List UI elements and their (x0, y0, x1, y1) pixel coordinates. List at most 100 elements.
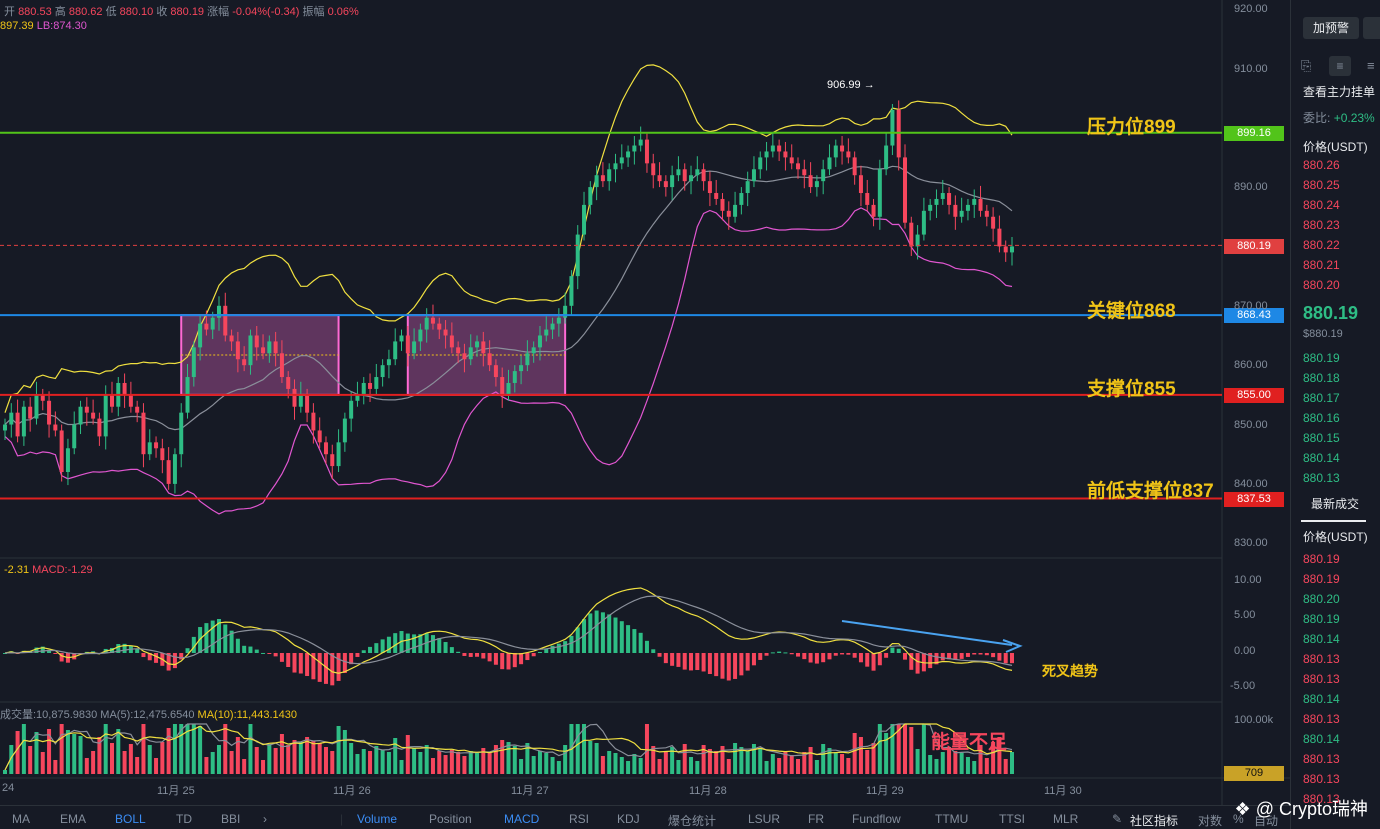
candle-body (72, 424, 77, 449)
latest-trades-title[interactable]: 最新成交 (1311, 497, 1360, 511)
volume-ma10: MA(10):11,443.1430 (197, 709, 298, 721)
volume-value: 成交量:10,875.9830 (0, 709, 98, 721)
bid-price[interactable]: 880.14 (1303, 451, 1340, 465)
volume-bar (374, 746, 379, 774)
indicator-volume[interactable]: Volume (357, 812, 398, 826)
ask-price[interactable]: 880.23 (1303, 218, 1340, 232)
indicator-fundflow[interactable]: Fundflow (852, 812, 901, 826)
volume-bar (261, 760, 266, 774)
layout-bids-icon[interactable]: ≡ (1329, 56, 1351, 76)
volume-bar (575, 724, 580, 774)
bid-price[interactable]: 880.16 (1303, 411, 1340, 425)
layout-both-icon[interactable]: ⎘ (1301, 58, 1312, 73)
ask-price[interactable]: 880.26 (1303, 158, 1340, 172)
macd-histogram-bar (273, 653, 278, 657)
indicator-position[interactable]: Position (429, 812, 472, 826)
ask-price[interactable]: 880.24 (1303, 198, 1340, 212)
macd-histogram-bar (821, 653, 826, 663)
volume-bar (563, 745, 568, 774)
candle-body (229, 335, 234, 342)
auto-scale-toggle[interactable]: 自动 (1254, 814, 1279, 828)
indicator-ttmu[interactable]: TTMU (935, 812, 969, 826)
ask-price[interactable]: 880.22 (1303, 238, 1340, 252)
macd-histogram-bar (279, 653, 284, 662)
indicator-liquidation[interactable]: 爆仓统计 (668, 814, 717, 828)
indicator-ema[interactable]: EMA (60, 812, 87, 826)
volume-bar (141, 724, 146, 774)
candle-body (9, 412, 14, 425)
log-scale-toggle[interactable]: 对数 (1198, 814, 1223, 828)
indicator-ma[interactable]: MA (12, 812, 30, 826)
ratio-label: 委比: (1303, 111, 1331, 125)
volume-bar (412, 748, 417, 774)
macd-histogram-bar (443, 642, 448, 653)
volume-bar (657, 759, 662, 774)
indicator-rsi[interactable]: RSI (569, 812, 590, 826)
bid-price[interactable]: 880.17 (1303, 391, 1340, 405)
macd-histogram-bar (512, 653, 517, 668)
main-orders-title[interactable]: 查看主力挂单 (1303, 85, 1376, 99)
candle-body (456, 347, 461, 354)
volume-bar (59, 724, 64, 774)
macd-histogram-bar (405, 633, 410, 653)
ask-price[interactable]: 880.25 (1303, 178, 1340, 192)
trades-tab-underline (1301, 520, 1366, 522)
bid-price[interactable]: 880.15 (1303, 431, 1340, 445)
trade-price: 880.19 (1303, 552, 1340, 566)
community-indicators[interactable]: 社区指标 (1130, 814, 1179, 828)
volume-bar (525, 743, 530, 774)
candle-body (166, 460, 171, 484)
percent-scale-toggle[interactable]: % (1233, 812, 1244, 826)
bid-price[interactable]: 880.19 (1303, 351, 1340, 365)
volume-bar (405, 735, 410, 774)
candle-body (796, 163, 801, 170)
macd-histogram-bar (714, 653, 719, 677)
more-button[interactable] (1363, 17, 1380, 39)
x-tick: 24 (2, 782, 15, 794)
bid-price[interactable]: 880.13 (1303, 471, 1340, 485)
x-tick: 11月 27 (511, 785, 549, 797)
volume-bar (1010, 752, 1014, 774)
low-volume-annotation: 能量不足 (931, 732, 1008, 753)
macd-histogram-bar (475, 653, 480, 657)
indicator-boll[interactable]: BOLL (115, 812, 146, 826)
volume-bar (827, 748, 832, 774)
candle-body (399, 335, 404, 342)
add-alert-button[interactable]: 加预警 (1303, 17, 1360, 39)
indicator-fr[interactable]: FR (808, 812, 824, 826)
macd-histogram-bar (380, 639, 385, 653)
ask-price[interactable]: 880.21 (1303, 258, 1340, 272)
volume-bar (833, 752, 838, 774)
macd-histogram-bar (456, 651, 461, 653)
volume-bar (695, 761, 700, 774)
edit-icon[interactable]: ✎ (1112, 812, 1123, 826)
candle-body (588, 187, 593, 205)
candle-body (714, 193, 719, 199)
indicator-ttsi[interactable]: TTSI (999, 812, 1025, 826)
macd-histogram-bar (890, 647, 895, 653)
volume-bar (871, 743, 876, 774)
bid-price[interactable]: 880.18 (1303, 371, 1340, 385)
volume-bar (305, 737, 310, 774)
indicator-lsur[interactable]: LSUR (748, 812, 781, 826)
indicator-td[interactable]: TD (176, 812, 192, 826)
indicator-macd[interactable]: MACD (504, 812, 540, 826)
layout-asks-icon[interactable]: ≡ (1367, 58, 1375, 73)
macd-histogram-bar (210, 620, 215, 653)
peak-label: 906.99 → (827, 79, 875, 91)
macd-histogram-bar (613, 617, 618, 653)
candle-body (909, 222, 914, 247)
indicator-mlr[interactable]: MLR (1053, 812, 1079, 826)
ask-price[interactable]: 880.20 (1303, 278, 1340, 292)
macd-histogram-bar (229, 630, 234, 653)
indicator-kdj[interactable]: KDJ (617, 812, 640, 826)
price-chart[interactable] (0, 0, 1290, 805)
macd-y-tick: 0.00 (1234, 645, 1256, 657)
volume-bar (34, 732, 39, 774)
volume-bar (934, 759, 939, 774)
chevron-right-icon[interactable]: › (263, 812, 267, 826)
candle-body (777, 145, 782, 152)
indicator-bbi[interactable]: BBI (221, 812, 241, 826)
volume-bar (720, 746, 725, 774)
macd-histogram-bar (701, 653, 706, 672)
